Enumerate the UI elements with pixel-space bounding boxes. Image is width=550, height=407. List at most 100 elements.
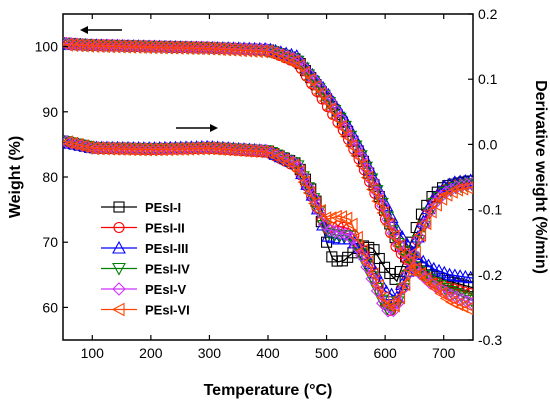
ticks-layer: 100 200 300 400 500 600 700 60 70 80 90 100 -0.3 -0.2… [35, 6, 503, 361]
x-tick-label: 300 [198, 345, 222, 361]
weight-point-pesi-vi [313, 86, 326, 101]
y-left-tick-label: 90 [42, 104, 58, 120]
weight-point-pesi-v [391, 238, 406, 252]
weight-point-pesi-vi [429, 281, 442, 296]
derivative-point-pesi-v [465, 176, 473, 191]
derivative-point-pesi-vi [292, 164, 305, 179]
legend-label: PEsI-III [145, 241, 188, 256]
derivative-point-pesi-v [354, 248, 369, 263]
legend-item-pesi-iv: PEsI-IV [101, 262, 190, 277]
derivative-point-pesi-v [75, 138, 90, 153]
derivative-point-pesi-vi [450, 182, 464, 197]
y-right-tick-label: 0.0 [478, 136, 498, 152]
derivative-point-pesi-vi [323, 211, 337, 226]
y-left-axis-title: Weight (%) [7, 136, 24, 218]
legend-label: PEsI-V [145, 282, 187, 297]
y-right-axis-title: Derivative weight (%/min) [532, 80, 549, 274]
weight-point-pesi-vi [334, 120, 348, 134]
weight-point-pesi-vi [286, 54, 300, 69]
series-PEsI-VI [63, 37, 473, 316]
legend-marker [113, 201, 125, 213]
weight-point-pesi-vi [434, 286, 448, 301]
arrows-layer [80, 26, 218, 132]
legend-label: PEsI-IV [145, 262, 190, 277]
derivative-point-pesi-vi [387, 298, 400, 313]
derivative-point-pesi-v [370, 284, 385, 298]
weight-point-pesi-vi [450, 297, 464, 312]
y-right-tick-label: 0.1 [478, 71, 498, 87]
derivative-point-pesi-vi [418, 216, 432, 231]
weight-point-pesi-vi [365, 182, 379, 197]
derivative-point-pesi-vi [371, 278, 384, 293]
weight-point-pesi-vi [392, 239, 406, 254]
weight-point-pesi-vi [387, 229, 400, 244]
weight-point-pesi-iii [463, 270, 473, 284]
y-left-tick-label: 70 [42, 234, 58, 250]
derivative-point-pesi-iii [310, 201, 325, 215]
weight-point-pesi-iv [390, 237, 405, 251]
legend-marker [112, 240, 126, 254]
derivative-point-pesi-vi [308, 196, 321, 211]
derivative-point-pesi-vi [355, 243, 369, 258]
y-right-tick-label: -0.2 [478, 267, 502, 283]
derivative-point-pesi-v [365, 271, 380, 286]
weight-point-pesi-vi [402, 254, 416, 269]
derivative-point-pesi-v [312, 204, 327, 219]
legend-marker [113, 221, 125, 234]
weight-point-pesi-vi [329, 111, 342, 126]
weight-point-pesi-vi [418, 271, 432, 286]
weight-point-pesi-vi [344, 139, 358, 153]
weight-point-pesi-vi [323, 102, 337, 117]
derivative-point-pesi-v [360, 260, 374, 274]
x-tick-label: 600 [373, 345, 397, 361]
derivative-point-pesi-vi [63, 135, 73, 150]
derivative-point-pesi-vi [408, 245, 421, 260]
legend: PEsI-I PEsI-II PEsI-III PEsI-IV PEsI-V PEsI-V… [101, 200, 190, 318]
weight-point-pesi-vi [360, 170, 374, 185]
derivative-point-pesi-vi [397, 277, 411, 292]
derivative-point-pesi-v [423, 203, 438, 218]
derivative-point-pesi-vi [313, 203, 326, 218]
derivative-point-pesi-vi [381, 298, 395, 313]
weight-point-pesi-v [63, 36, 74, 51]
weight-point-pesi-vi [255, 44, 268, 59]
derivative-point-pesi-vi [334, 210, 348, 224]
derivative-point-pesi-vi [445, 184, 458, 199]
weight-line-pesi-iii [63, 43, 473, 279]
derivative-point-pesi-vi [413, 228, 427, 242]
y-right-tick-label: -0.3 [478, 332, 502, 348]
weight-point-pesi-iv [464, 294, 473, 308]
y-left-tick-label: 80 [42, 169, 58, 185]
derivative-point-pesi-vi [76, 139, 89, 154]
derivative-point-pesi-v [323, 223, 337, 237]
weight-point-pesi-v [397, 245, 411, 260]
derivative-point-pesi-v [63, 135, 74, 149]
derivative-point-pesi-vi [344, 217, 358, 232]
weight-point-pesi-vi [460, 301, 473, 316]
weight-point-pesi-vi [318, 93, 332, 108]
derivative-point-pesi-vi [255, 144, 268, 159]
weight-point-pesi-vi [413, 267, 427, 281]
derivative-point-pesi-v [397, 281, 411, 295]
derivative-point-pesi-v [65, 136, 79, 150]
derivative-point-pesi-vi [365, 267, 379, 282]
derivative-point-pesi-vi [455, 181, 469, 196]
legend-marker [112, 262, 126, 276]
derivative-point-pesi-vi [423, 204, 437, 219]
weight-point-pesi-vi [292, 58, 305, 73]
weight-point-pesi-vi [350, 148, 363, 163]
x-axis-title: Temperature (°C) [204, 382, 333, 399]
weight-point-pesi-vi [423, 276, 437, 291]
x-tick-label: 100 [81, 345, 105, 361]
weight-point-pesi-vi [339, 129, 353, 144]
x-tick-label: 700 [432, 345, 456, 361]
legend-marker [112, 282, 126, 296]
derivative-point-pesi-v [291, 159, 306, 174]
weight-point-pesi-vi [260, 44, 274, 59]
weight-point-pesi-vi [455, 299, 469, 314]
derivative-point-pesi-vi [318, 211, 332, 226]
legend-item-pesi-i: PEsI-I [101, 200, 181, 215]
y-left-tick-label: 60 [42, 299, 58, 315]
derivative-point-pesi-vi [70, 137, 84, 152]
